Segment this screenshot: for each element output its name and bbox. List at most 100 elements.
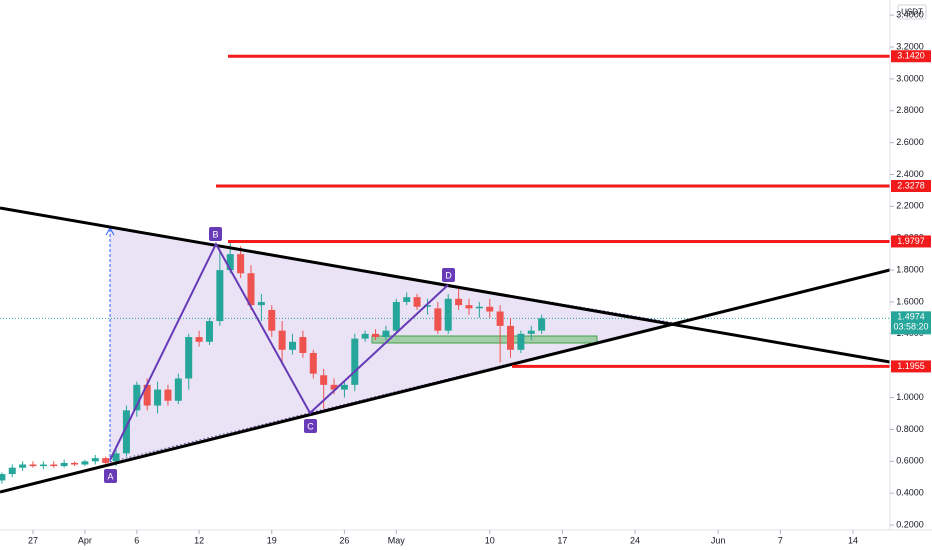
candle-body [102, 458, 110, 463]
candle-body [309, 352, 317, 374]
candle-body [506, 325, 514, 350]
candle-body [403, 297, 411, 302]
level-label: 1.9797 [897, 236, 925, 246]
candle-body [434, 308, 442, 331]
x-tick-label: 6 [134, 535, 139, 545]
candle-body [517, 333, 525, 350]
candle-body [8, 467, 16, 475]
candle-body [455, 298, 463, 306]
level-label-box [891, 360, 931, 373]
y-tick-label: 3.0000 [896, 73, 924, 83]
candle-body [465, 305, 473, 309]
candle-body [413, 297, 421, 307]
candle-body [91, 458, 99, 462]
y-tick-label: 1.0000 [896, 392, 924, 402]
y-tick-label: 2.6000 [896, 137, 924, 147]
x-tick-label: 7 [778, 535, 783, 545]
candle-body [216, 270, 224, 322]
y-tick-label: 1.6000 [896, 296, 924, 306]
candle-body [133, 384, 141, 411]
candle-body [257, 301, 265, 306]
trendline [0, 206, 891, 364]
candle-body [71, 462, 79, 465]
candle-body [299, 337, 307, 353]
trendline [0, 268, 891, 494]
candle-body [444, 298, 452, 331]
candle-body [486, 306, 494, 312]
x-tick-label: 24 [630, 535, 640, 545]
level-label-box [891, 50, 931, 63]
candle-body [164, 389, 172, 401]
candle-body [50, 464, 58, 467]
candle-body [0, 474, 6, 481]
currency-label: USDT [901, 8, 923, 17]
candle-body [174, 378, 182, 401]
level-label: 1.1955 [897, 361, 925, 371]
x-tick-label: 27 [28, 535, 38, 545]
candle-body [112, 453, 120, 462]
candle-body [475, 306, 483, 309]
candle-body [496, 311, 504, 326]
y-tick-label: 2.2000 [896, 201, 924, 211]
candle-body [382, 330, 390, 338]
candle-body [247, 273, 255, 306]
level-label-box [891, 235, 931, 248]
candle-body [268, 309, 276, 331]
y-tick-label: 3.2000 [896, 41, 924, 51]
currency-badge[interactable] [897, 4, 927, 20]
candle-body [527, 330, 535, 334]
pattern-label: B [212, 229, 218, 239]
pattern-label-box [209, 227, 222, 241]
candle-body [226, 254, 234, 271]
pattern-label: D [445, 270, 452, 280]
candle-body [278, 330, 286, 350]
candle-body [143, 384, 151, 406]
candle-body [320, 375, 328, 385]
candle-body [122, 410, 130, 454]
support-zone [371, 335, 598, 344]
x-tick-label: Apr [78, 535, 92, 545]
y-tick-label: 0.8000 [896, 424, 924, 434]
candle-body [81, 461, 89, 465]
candle-body [423, 305, 431, 307]
candle-body [361, 333, 369, 339]
pattern-label-box [442, 268, 455, 282]
level-label: 2.3278 [897, 180, 925, 190]
x-tick-label: 17 [557, 535, 567, 545]
y-tick-label: 0.6000 [896, 456, 924, 466]
x-tick-label: May [388, 535, 406, 545]
candle-body [29, 464, 37, 467]
candle-body [330, 384, 338, 390]
candle-body [351, 338, 359, 385]
candle-body [392, 301, 400, 331]
candle-body [289, 341, 297, 350]
candle-body [340, 384, 348, 390]
last-price-label: 1.4974 [897, 312, 925, 322]
pattern-label-box [304, 419, 317, 433]
x-tick-label: 10 [485, 535, 495, 545]
candle-body [372, 333, 380, 338]
x-tick-label: 14 [848, 535, 858, 545]
x-tick-label: Jun [711, 535, 726, 545]
level-label-box [891, 179, 931, 192]
x-tick-label: 12 [194, 535, 204, 545]
pattern-label: C [307, 421, 314, 431]
candle-body [60, 462, 68, 467]
y-tick-label: 3.4000 [896, 10, 924, 20]
drawings: A B C D [0, 54, 891, 494]
y-tick-label: 2.4000 [896, 169, 924, 179]
level-label: 3.1420 [897, 51, 925, 61]
pattern-label: A [107, 471, 113, 481]
candle-body [195, 337, 203, 342]
candle-body [39, 464, 47, 467]
y-tick-label: 0.4000 [896, 488, 924, 498]
candle-body [19, 464, 27, 468]
candle-body [538, 318, 546, 331]
candle-body [185, 337, 193, 379]
x-tick-label: 19 [267, 535, 277, 545]
x-tick-label: 26 [339, 535, 349, 545]
pattern-label-box [104, 469, 117, 483]
